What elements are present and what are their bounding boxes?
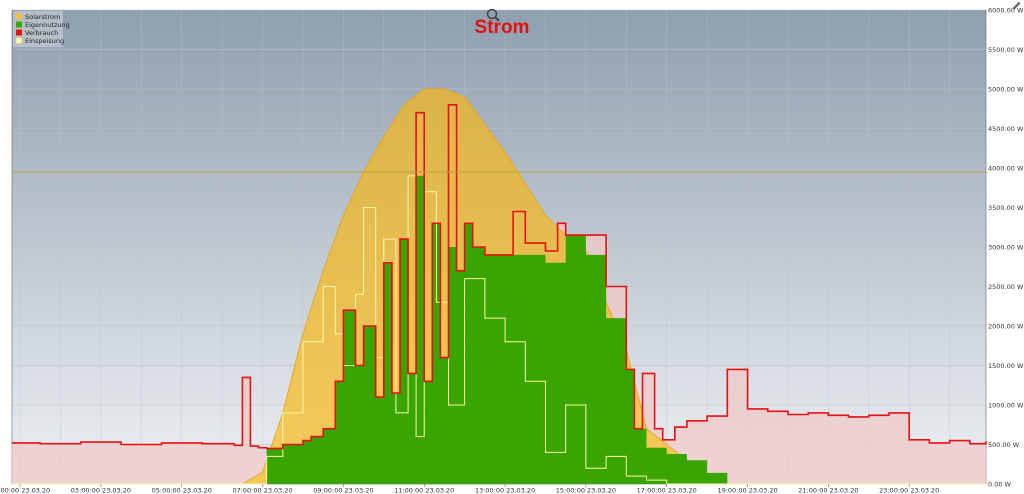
x-tick-label: 21:00:00 23.03.20 (798, 487, 858, 494)
x-tick-label: 19:00:00 23.03.20 (717, 487, 777, 494)
eigennutzung-path (12, 175, 986, 484)
y-tick-label: 4000.00 W (988, 165, 1024, 173)
verbrauch-line (12, 104, 987, 450)
chart-title: Strom (475, 17, 530, 38)
y-tick-label: 2500.00 W (988, 283, 1024, 291)
y-tick-label: 0.00 W (988, 481, 1012, 489)
x-tick-label: 05:00:00 23.03.20 (152, 487, 212, 494)
y-tick-label: 1000.00 W (988, 402, 1024, 410)
y-tick-label: 3500.00 W (988, 204, 1024, 212)
legend-swatch-eigennutzung (16, 21, 22, 28)
legend-label-verbrauch: Verbrauch (25, 29, 58, 37)
legend-label-einspeisung: Einspeisung (25, 37, 64, 45)
legend-label-eigennutzung: Eigennutzung (25, 21, 70, 29)
x-tick-label: 07:00:00 23.03.20 (232, 487, 292, 494)
legend-swatch-einspeisung (15, 37, 23, 44)
legend: Solarstrom Eigennutzung Verbrauch Einspe… (13, 11, 70, 47)
y-tick-label: 1500.00 W (988, 362, 1024, 370)
y-axis: 0.00 W 500.00 W 1000.00 W 1500.00 W 2000.00 … (988, 7, 1024, 489)
y-tick-label: 3000.00 W (988, 244, 1024, 252)
zoom-icon[interactable] (486, 8, 500, 22)
x-tick-label: 01:00:00 23.03.20 (0, 487, 50, 494)
y-tick-label: 500.00 W (988, 441, 1020, 449)
einspeisung-path (12, 175, 986, 485)
solarstrom-outline (12, 88, 986, 485)
x-tick-label: 23:00:00 23.03.20 (879, 487, 939, 494)
legend-label-solarstrom: Solarstrom (25, 13, 60, 21)
verbrauch-path (12, 104, 987, 450)
y-tick-label: 5000.00 W (988, 86, 1024, 94)
y-tick-label: 5500.00 W (988, 46, 1024, 54)
y-tick-label: 2000.00 W (988, 323, 1024, 331)
x-tick-label: 13:00:00 23.03.20 (475, 487, 535, 494)
x-tick-label: 15:00:00 23.03.20 (556, 487, 616, 494)
x-tick-label: 11:00:00 23.03.20 (394, 487, 454, 494)
x-tick-label: 17:00:00 23.03.20 (637, 487, 697, 494)
x-tick-label: 03:00:00 23.03.20 (71, 487, 131, 494)
y-tick-label: 4500.00 W (988, 125, 1024, 133)
y-tick-label: 6000.00 W (988, 7, 1024, 15)
edit-icon[interactable] (1012, 1, 1021, 10)
legend-swatch-solarstrom (16, 13, 22, 20)
x-axis: 01:00:00 23.03.20 03:00:00 23.03.20 05:00:… (0, 484, 939, 494)
einspeisung-line (12, 175, 986, 485)
grid (11, 9, 987, 485)
eigennutzung-area (12, 175, 986, 484)
legend-swatch-verbrauch (16, 29, 22, 36)
x-tick-label: 09:00:00 23.03.20 (313, 487, 373, 494)
